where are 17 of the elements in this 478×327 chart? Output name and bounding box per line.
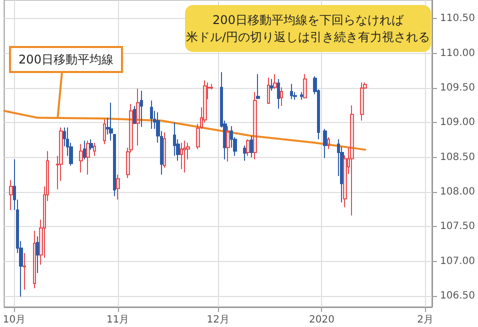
x-tick-label: 2020 [309,314,334,326]
text: 200日移動平均線 [18,52,114,66]
y-tick-label: 109.00 [440,117,476,128]
y-tick-label: 107.00 [440,256,476,267]
x-tick-label: 2月 [417,314,434,326]
y-tick-label: 107.50 [440,221,476,232]
x-tick-label: 12月 [206,314,230,326]
annotation: 200日移動平均線を下回らなければ [212,13,404,27]
y-tick-label: 106.50 [440,290,476,302]
x-tick-label: 10月 [2,314,26,326]
x-tick-label: 11月 [106,314,130,326]
y-tick-label: 110.50 [440,13,476,24]
annotation: 米ドル/円の切り返しは引き続き有力視される [186,30,430,44]
y-tick-label: 108.00 [440,186,476,198]
y-tick-label: 110.00 [440,48,476,59]
y-tick-label: 109.50 [440,82,476,94]
y-tick-label: 108.50 [440,152,476,163]
